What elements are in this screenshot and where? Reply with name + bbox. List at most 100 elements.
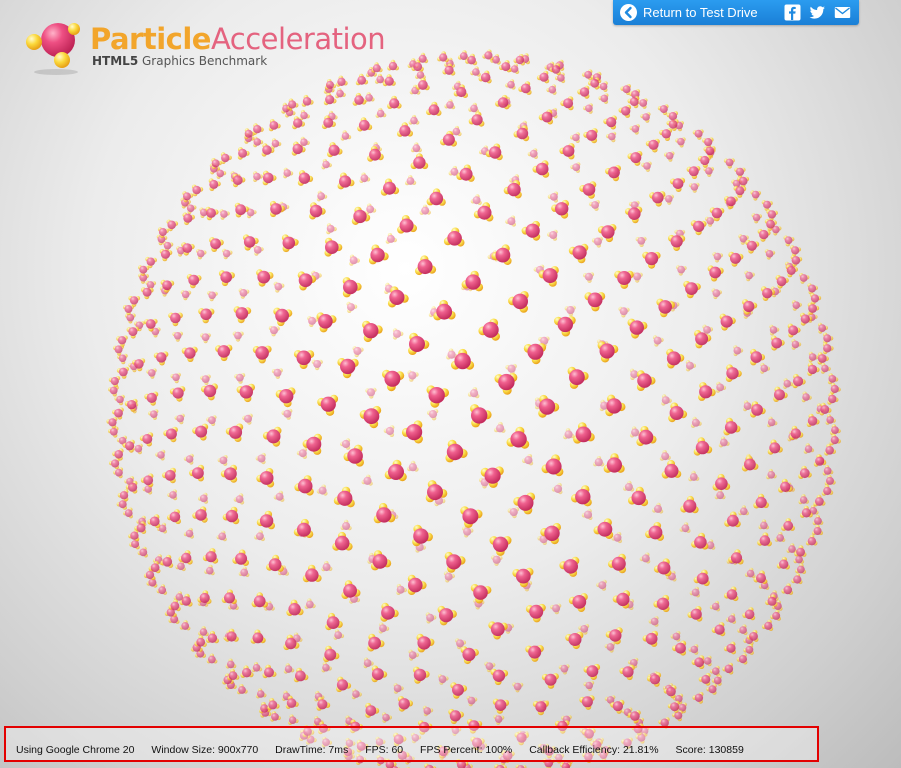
particle xyxy=(774,532,786,543)
particle xyxy=(670,177,686,192)
particle xyxy=(583,103,593,114)
particle xyxy=(194,635,207,647)
particle xyxy=(238,566,250,578)
particle xyxy=(145,256,157,269)
particle xyxy=(148,409,159,420)
particle xyxy=(160,279,175,293)
particle xyxy=(571,485,592,507)
particle xyxy=(767,439,783,455)
particle xyxy=(216,530,227,542)
app-title-acceleration: Acceleration xyxy=(210,22,386,56)
particle xyxy=(687,606,703,622)
particle xyxy=(387,59,400,71)
particle xyxy=(167,489,178,501)
twitter-icon[interactable] xyxy=(809,4,826,21)
particle xyxy=(324,237,343,257)
particle xyxy=(659,128,673,141)
particle xyxy=(224,628,239,642)
particle xyxy=(156,522,167,534)
facebook-icon[interactable] xyxy=(784,4,801,21)
particle xyxy=(798,465,812,479)
particle xyxy=(657,104,669,116)
particle xyxy=(551,199,569,219)
particle xyxy=(593,456,605,467)
particle xyxy=(397,122,413,137)
particle xyxy=(661,460,682,479)
particle xyxy=(652,502,664,514)
particle xyxy=(691,532,709,550)
particle xyxy=(174,413,185,425)
particle xyxy=(750,348,765,366)
particle xyxy=(410,732,422,744)
particle xyxy=(775,275,789,289)
particle xyxy=(251,662,263,673)
particle xyxy=(112,407,124,420)
particle xyxy=(761,200,773,211)
particle xyxy=(206,653,218,664)
particle xyxy=(468,102,479,113)
particle xyxy=(830,383,841,395)
particle xyxy=(605,165,621,182)
particle xyxy=(790,245,802,257)
particle xyxy=(724,196,738,209)
particle xyxy=(271,138,282,149)
particle xyxy=(608,553,627,574)
particle xyxy=(238,288,250,299)
particle xyxy=(108,376,121,388)
particle xyxy=(757,228,771,242)
particle xyxy=(493,714,505,725)
particle xyxy=(819,402,832,416)
particle xyxy=(485,143,503,161)
particle xyxy=(357,117,373,132)
particle xyxy=(156,584,168,595)
particle xyxy=(620,84,631,96)
particle xyxy=(680,495,699,514)
particle xyxy=(415,255,437,276)
particle xyxy=(316,484,328,496)
particle xyxy=(365,387,377,399)
particle xyxy=(375,736,386,748)
particle xyxy=(286,599,304,616)
particle xyxy=(698,382,716,401)
return-to-test-drive-link[interactable]: Return to Test Drive xyxy=(619,3,758,22)
particle xyxy=(461,270,484,292)
particle xyxy=(408,649,419,661)
particle xyxy=(811,524,824,536)
particle xyxy=(555,72,566,84)
particle xyxy=(132,358,146,372)
particle xyxy=(407,460,419,472)
particle xyxy=(785,264,798,278)
particle xyxy=(603,453,625,473)
particle xyxy=(147,514,161,529)
particle xyxy=(666,119,679,131)
particle xyxy=(425,480,448,503)
particle xyxy=(694,330,712,349)
email-icon[interactable] xyxy=(834,4,851,21)
particle xyxy=(451,348,475,370)
particle xyxy=(712,252,724,263)
particle xyxy=(371,665,388,683)
particle xyxy=(582,69,593,81)
particle xyxy=(578,623,590,635)
particle xyxy=(367,145,384,162)
particle xyxy=(281,102,293,114)
particle xyxy=(362,320,383,343)
particle xyxy=(515,764,527,768)
particle xyxy=(688,644,699,655)
particle xyxy=(801,391,812,403)
particle xyxy=(181,242,195,256)
particle xyxy=(618,104,632,118)
particle xyxy=(116,335,128,347)
particle xyxy=(410,142,422,153)
particle xyxy=(126,326,140,339)
particle xyxy=(355,73,369,86)
particle xyxy=(567,366,589,389)
particle xyxy=(438,674,449,685)
particle xyxy=(627,150,643,166)
particle xyxy=(505,215,516,227)
particle xyxy=(676,265,687,276)
particle xyxy=(583,272,595,283)
particle xyxy=(583,680,595,692)
particle xyxy=(807,362,820,376)
